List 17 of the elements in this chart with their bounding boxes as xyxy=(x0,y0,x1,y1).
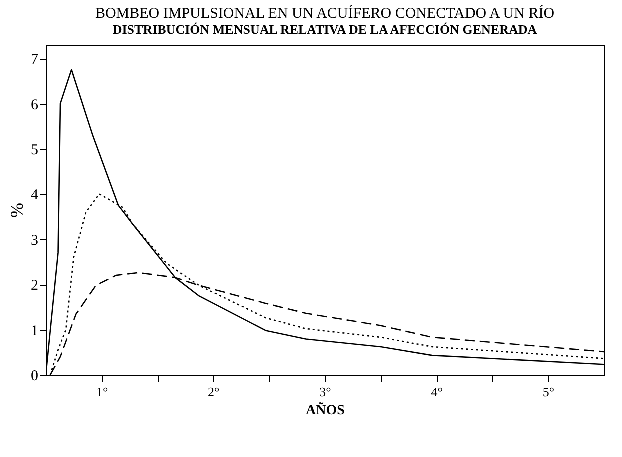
y-tick-label: 5 xyxy=(31,142,38,158)
y-axis-title: % xyxy=(7,203,27,218)
x-tick-label: 2° xyxy=(208,384,220,400)
y-tick-label: 0 xyxy=(31,368,38,384)
y-tick-label: 6 xyxy=(31,97,39,114)
y-tick-label: 1 xyxy=(31,323,38,340)
x-tick-label: 3° xyxy=(320,384,332,400)
x-axis-title: AÑOS xyxy=(306,402,346,418)
chart-title: BOMBEO IMPULSIONAL EN UN ACUÍFERO CONECTADO A UN RÍO xyxy=(95,5,555,22)
y-tick-label: 3 xyxy=(31,232,38,249)
x-tick-label: 4° xyxy=(431,384,443,400)
x-tick-label: 1° xyxy=(96,384,108,400)
y-tick-label: 2 xyxy=(31,278,38,294)
y-tick-label: 4 xyxy=(31,188,39,204)
chart-subtitle: DISTRIBUCIÓN MENSUAL RELATIVA DE LA AFECCIÓN GENERADA xyxy=(112,22,538,37)
y-tick-label: 7 xyxy=(31,52,39,68)
x-tick-label: 5° xyxy=(542,384,555,400)
